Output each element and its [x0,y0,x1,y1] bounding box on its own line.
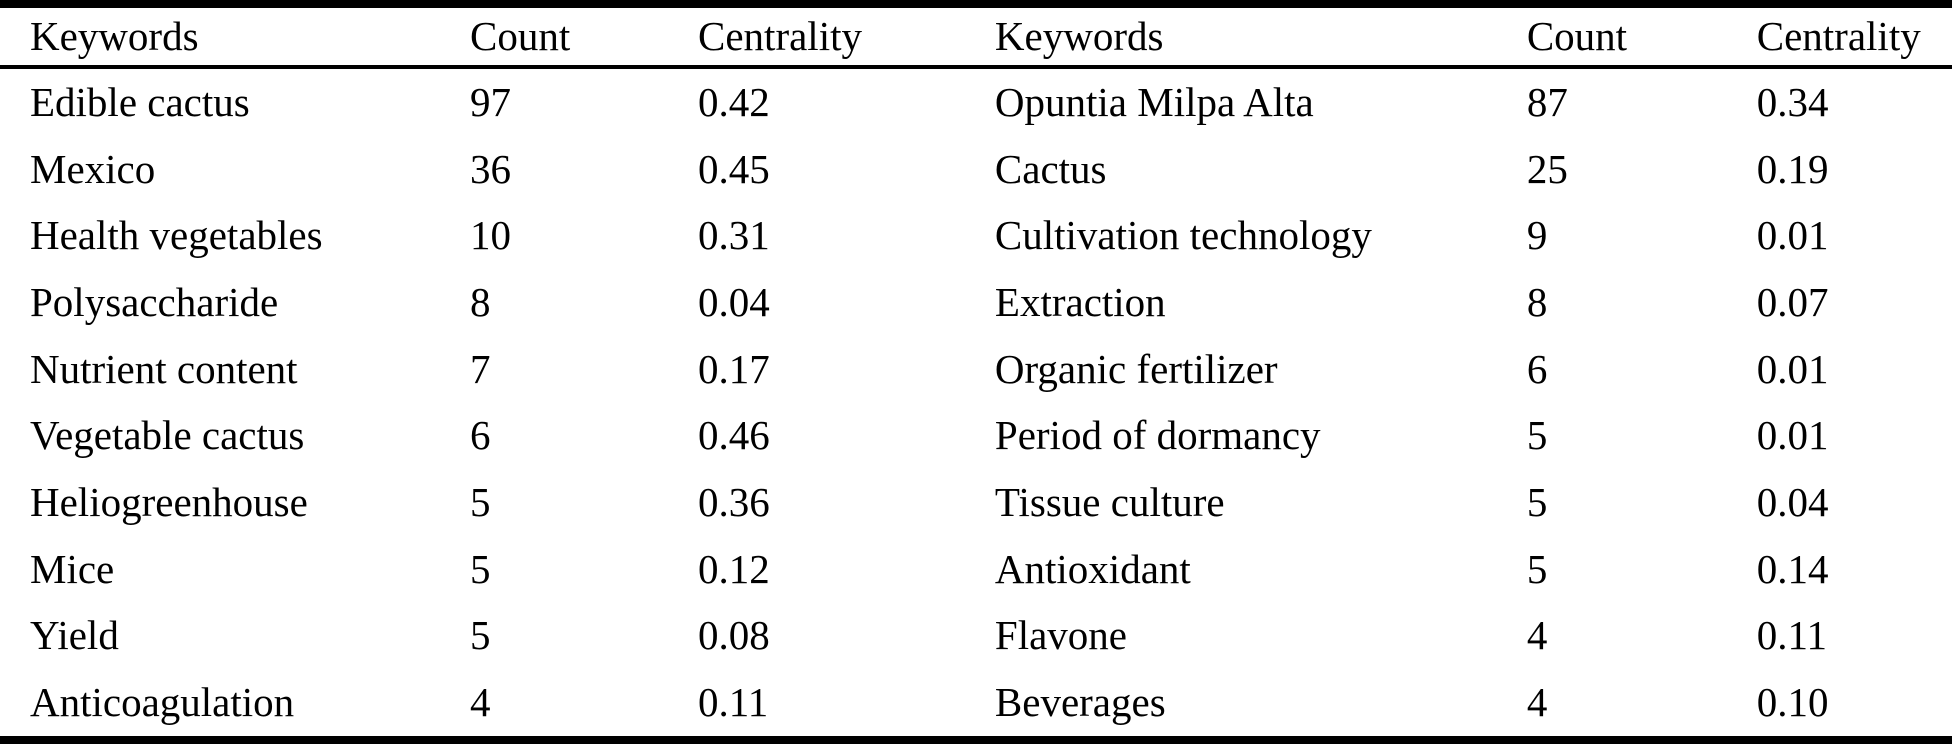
centrality-cell-right: 0.14 [1756,546,1829,592]
keyword-cell-right: Flavone [994,613,1127,659]
count-cell-right: 5 [1526,480,1548,526]
count-cell-left: 7 [470,346,491,392]
centrality-cell-left: 0.08 [698,613,770,659]
keyword-cell-right: Opuntia Milpa Alta [994,79,1314,125]
table-row: Mice 5 0.12 Antioxidant 5 0.14 [0,536,1952,603]
count-cell-left: 6 [470,413,491,459]
header-keywords-left: Keywords [30,13,199,59]
centrality-cell-right: 0.07 [1756,279,1829,325]
keyword-cell-left: Edible cactus [30,79,250,125]
keyword-cell-right: Antioxidant [994,546,1191,592]
centrality-cell-right: 0.01 [1756,413,1829,459]
count-cell-left: 5 [470,613,491,659]
count-cell-right: 5 [1526,413,1548,459]
table-row: Vegetable cactus 6 0.46 Period of dorman… [0,403,1952,470]
count-cell-right: 87 [1526,79,1568,125]
keyword-cell-right: Tissue culture [994,480,1225,526]
count-cell-right: 6 [1526,346,1548,392]
centrality-cell-left: 0.12 [698,546,770,592]
table-row: Edible cactus 97 0.42 Opuntia Milpa Alta… [0,69,1952,136]
count-cell-right: 8 [1526,279,1548,325]
table-row: Nutrient content 7 0.17 Organic fertiliz… [0,336,1952,403]
count-cell-right: 25 [1526,146,1568,192]
header-count-left: Count [470,13,571,59]
table-row: Anticoagulation 4 0.11 Beverages 4 0.10 [0,669,1952,736]
table-header-row: Keywords Count Centrality Keywords Count… [0,8,1952,69]
centrality-cell-left: 0.04 [698,279,770,325]
count-cell-left: 4 [470,680,491,726]
keyword-cell-right: Beverages [994,680,1166,726]
table-row: Heliogreenhouse 5 0.36 Tissue culture 5 … [0,469,1952,536]
centrality-cell-left: 0.11 [698,680,769,726]
count-cell-left: 8 [470,279,491,325]
keyword-cell-left: Nutrient content [30,346,298,392]
count-cell-left: 5 [470,480,491,526]
centrality-cell-right: 0.04 [1756,480,1829,526]
centrality-cell-left: 0.17 [698,346,770,392]
header-count-right: Count [1526,13,1628,59]
table-row: Polysaccharide 8 0.04 Extraction 8 0.07 [0,269,1952,336]
header-centrality-left: Centrality [698,13,862,59]
count-cell-left: 36 [470,146,512,192]
centrality-cell-left: 0.31 [698,213,770,259]
centrality-cell-right: 0.10 [1756,680,1829,726]
centrality-cell-right: 0.01 [1756,213,1829,259]
keyword-cell-left: Anticoagulation [30,680,295,726]
centrality-cell-right: 0.34 [1756,79,1829,125]
keyword-cell-left: Health vegetables [30,213,323,259]
keyword-cell-right: Cultivation technology [994,213,1372,259]
centrality-cell-left: 0.46 [698,413,770,459]
table-row: Yield 5 0.08 Flavone 4 0.11 [0,603,1952,670]
table-row: Mexico 36 0.45 Cactus 25 0.19 [0,136,1952,203]
table-row: Health vegetables 10 0.31 Cultivation te… [0,202,1952,269]
centrality-cell-left: 0.36 [698,480,770,526]
table-body: Edible cactus 97 0.42 Opuntia Milpa Alta… [0,69,1952,736]
count-cell-right: 4 [1526,613,1548,659]
keyword-cell-right: Period of dormancy [994,413,1321,459]
keyword-cell-right: Cactus [994,146,1107,192]
keyword-cell-left: Yield [30,613,119,659]
count-cell-right: 4 [1526,680,1548,726]
keyword-cell-left: Vegetable cactus [30,413,305,459]
keyword-cell-left: Mexico [30,146,156,192]
count-cell-left: 5 [470,546,491,592]
keyword-cell-left: Polysaccharide [30,279,279,325]
centrality-cell-left: 0.45 [698,146,770,192]
count-cell-left: 97 [470,79,512,125]
keyword-cell-left: Mice [30,546,115,592]
header-centrality-right: Centrality [1756,13,1921,59]
keyword-cell-right: Extraction [994,279,1166,325]
header-keywords-right: Keywords [994,13,1164,59]
keyword-cell-right: Organic fertilizer [994,346,1278,392]
count-cell-left: 10 [470,213,512,259]
centrality-cell-right: 0.01 [1756,346,1829,392]
centrality-cell-right: 0.19 [1756,146,1829,192]
keyword-cell-left: Heliogreenhouse [30,480,308,526]
count-cell-right: 5 [1526,546,1548,592]
centrality-cell-right: 0.11 [1756,613,1827,659]
centrality-cell-left: 0.42 [698,79,770,125]
count-cell-right: 9 [1526,213,1548,259]
